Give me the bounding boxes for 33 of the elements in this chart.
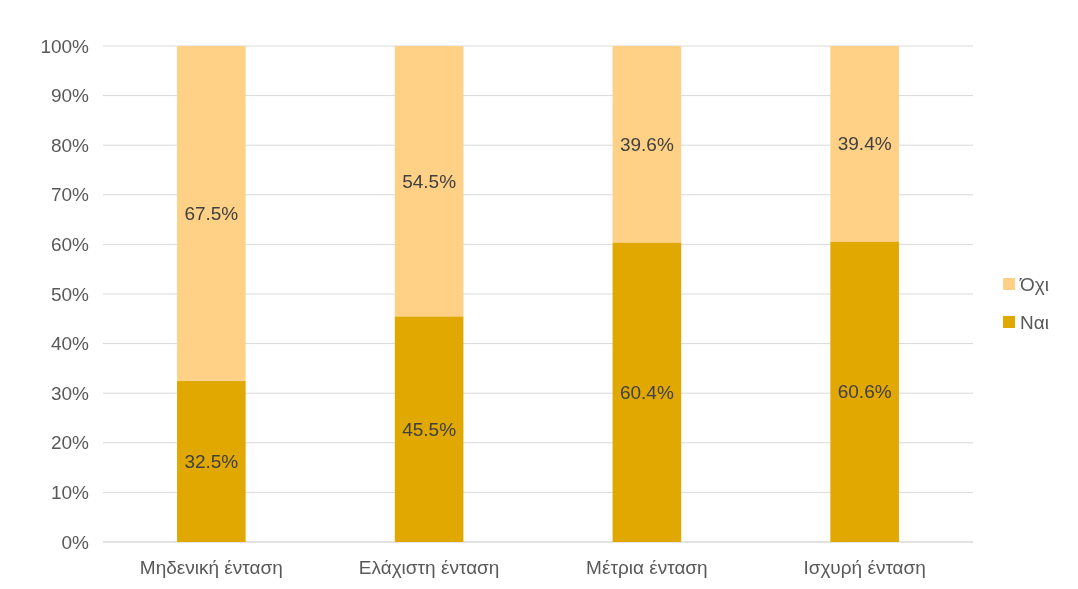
y-tick-label: 30% [50, 382, 90, 404]
bar [830, 241, 899, 542]
y-tick-label: 80% [50, 134, 90, 156]
y-tick-label: 70% [50, 184, 90, 206]
legend-label: Όχι [1019, 273, 1049, 295]
bar [830, 46, 899, 242]
x-tick-label: Μέτρια ένταση [586, 557, 708, 578]
y-tick-label: 10% [50, 482, 90, 504]
bar [177, 46, 246, 381]
data-label: 67.5% [184, 203, 239, 225]
bar [612, 46, 682, 243]
x-tick-label: Μηδενική ένταση [139, 557, 283, 578]
bar [394, 46, 464, 317]
x-tick-label: Ελάχιστη ένταση [358, 557, 500, 578]
data-label: 45.5% [402, 418, 457, 440]
data-label: 60.6% [837, 381, 892, 403]
legend-label: Ναι [1020, 311, 1049, 333]
y-tick-label: 40% [50, 333, 90, 355]
bar [612, 242, 682, 542]
data-label: 54.5% [402, 170, 457, 192]
y-tick-label: 60% [50, 234, 90, 256]
x-tick-label: Ισχυρή ένταση [803, 557, 926, 578]
data-label: 60.4% [619, 381, 674, 403]
y-tick-label: 20% [50, 432, 90, 454]
y-tick-label: 100% [40, 35, 90, 57]
data-label: 39.4% [837, 133, 892, 155]
data-label: 32.5% [184, 451, 239, 473]
bar [394, 316, 464, 542]
y-tick-label: 0% [61, 531, 90, 553]
y-tick-label: 50% [50, 283, 90, 305]
data-label: 39.6% [619, 133, 674, 155]
bar [177, 380, 246, 542]
y-tick-label: 90% [50, 85, 90, 107]
